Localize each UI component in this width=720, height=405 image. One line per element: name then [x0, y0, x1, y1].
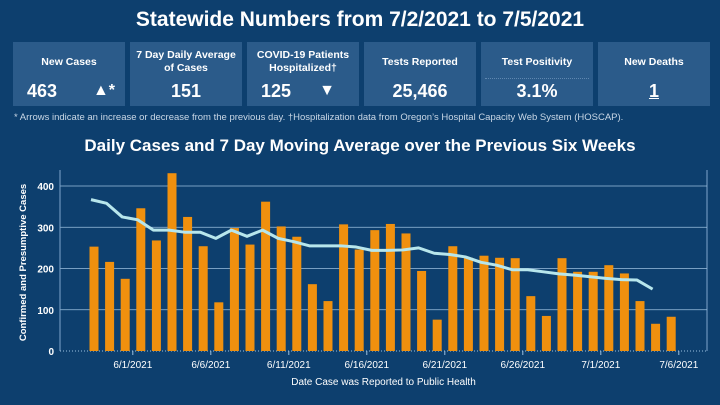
card-value: 3.1%: [516, 81, 558, 101]
chart-title: Daily Cases and 7 Day Moving Average ove…: [84, 136, 636, 155]
x-tick-label: 7/6/2021: [659, 360, 698, 371]
x-tick-label: 7/1/2021: [581, 360, 620, 371]
bar: [417, 270, 427, 351]
y-axis-label: Confirmed and Presumptive Cases: [18, 184, 29, 341]
bar: [307, 284, 317, 351]
y-tick-label: 0: [48, 347, 54, 358]
bar: [370, 230, 380, 351]
page-title: Statewide Numbers from 7/2/2021 to 7/5/2…: [135, 8, 585, 31]
bar: [276, 226, 286, 351]
bar: [167, 173, 177, 351]
down-arrow-icon: ▼: [319, 82, 335, 99]
bar: [151, 240, 161, 351]
x-tick-label: 6/16/2021: [345, 360, 390, 371]
card-label: New Deaths: [624, 55, 684, 68]
y-tick-label: 300: [37, 223, 54, 234]
card-new-cases[interactable]: New Cases 463 ▲*: [13, 42, 125, 106]
bar: [136, 208, 146, 351]
divider: [485, 78, 589, 79]
bar: [323, 301, 333, 351]
card-value: 125: [261, 81, 292, 101]
x-tick-label: 6/21/2021: [423, 360, 468, 371]
bar: [229, 228, 239, 351]
bar: [573, 271, 583, 351]
bar: [385, 223, 395, 351]
card-test-positivity[interactable]: Test Positivity 3.1%: [481, 42, 593, 106]
bar: [432, 319, 442, 351]
bar: [635, 301, 645, 351]
y-tick-label: 100: [37, 306, 54, 317]
x-tick-label: 6/11/2021: [267, 360, 311, 371]
bar: [354, 249, 364, 351]
footnote: * Arrows indicate an increase or decreas…: [14, 112, 624, 123]
bar: [401, 233, 411, 351]
y-tick-label: 200: [37, 265, 54, 276]
kpi-cards: New Cases 463 ▲* 7 Day Daily Average of …: [13, 42, 710, 106]
bar: [198, 246, 208, 351]
card-value: 151: [170, 81, 202, 101]
card-7day-average[interactable]: 7 Day Daily Average of Cases 151: [130, 42, 242, 106]
x-tick-label: 6/1/2021: [113, 360, 152, 371]
bar: [666, 316, 676, 351]
y-tick-label: 400: [37, 182, 54, 193]
bar: [557, 258, 567, 351]
card-label: 7 Day Daily Average of Cases: [136, 49, 236, 74]
bar: [510, 258, 520, 351]
card-new-deaths[interactable]: New Deaths 1: [598, 42, 710, 106]
bar: [651, 323, 661, 351]
card-label: New Cases: [41, 55, 97, 68]
bar: [541, 315, 551, 351]
bar: [495, 257, 505, 351]
card-tests-reported[interactable]: Tests Reported 25,466: [364, 42, 476, 106]
card-label: COVID-19 Patients Hospitalized†: [256, 49, 350, 74]
bar: [214, 302, 224, 351]
bar: [588, 271, 598, 351]
card-label: Tests Reported: [382, 55, 458, 68]
bar: [292, 236, 302, 351]
card-value: 25,466: [392, 81, 448, 101]
bar: [619, 273, 629, 351]
bar: [479, 255, 489, 351]
card-value[interactable]: 1: [648, 81, 659, 101]
bar: [463, 257, 473, 351]
x-axis-label: Date Case was Reported to Public Health: [291, 377, 476, 388]
bar: [604, 265, 614, 351]
moving-average-line: [90, 198, 654, 291]
bar: [105, 261, 115, 351]
card-value: 463: [27, 81, 58, 101]
bar: [261, 201, 271, 351]
bar: [120, 278, 130, 351]
card-hospitalized[interactable]: COVID-19 Patients Hospitalized† 125 ▼: [247, 42, 359, 106]
x-tick-label: 6/6/2021: [191, 360, 230, 371]
bar: [526, 296, 536, 351]
bar: [448, 246, 458, 351]
bar: [245, 244, 255, 351]
up-arrow-icon: ▲*: [92, 82, 115, 99]
x-tick-label: 6/26/2021: [501, 360, 546, 371]
bar: [339, 224, 349, 351]
bar: [183, 216, 193, 351]
bar: [89, 246, 99, 351]
card-label: Test Positivity: [501, 55, 573, 68]
